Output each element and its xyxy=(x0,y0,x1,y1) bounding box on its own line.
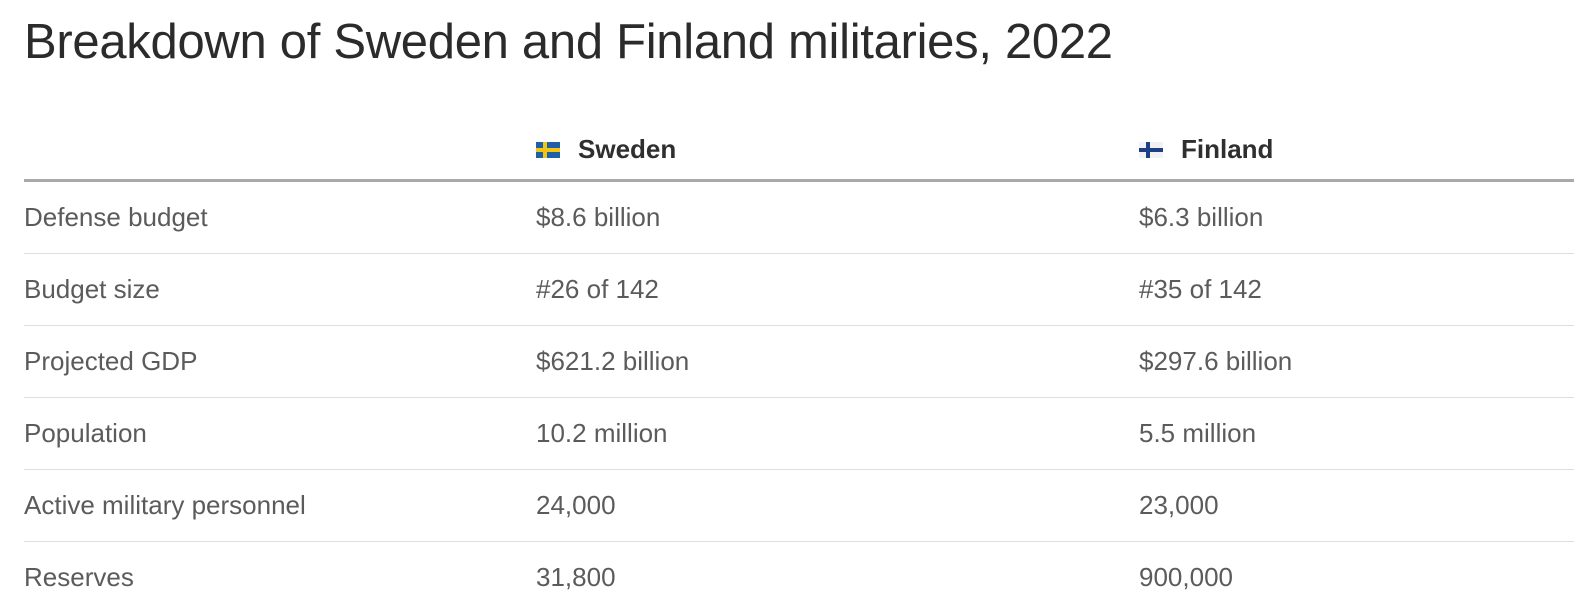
table-row: Budget size #26 of 142 #35 of 142 xyxy=(24,254,1574,326)
row-label: Active military personnel xyxy=(24,490,306,520)
row-label: Budget size xyxy=(24,274,160,304)
table-row: Reserves 31,800 900,000 xyxy=(24,542,1574,614)
sweden-value: $621.2 billion xyxy=(536,346,690,376)
finland-value: $297.6 billion xyxy=(1139,346,1293,376)
column-header-sweden: Sweden xyxy=(536,134,676,165)
sweden-value: 31,800 xyxy=(536,562,616,592)
page-title: Breakdown of Sweden and Finland militari… xyxy=(24,15,1113,69)
column-header-label: Finland xyxy=(1181,134,1274,164)
sweden-value: 10.2 million xyxy=(536,418,668,448)
finland-value: 23,000 xyxy=(1139,490,1219,520)
table-row: Population 10.2 million 5.5 million xyxy=(24,398,1574,470)
table-row: Active military personnel 24,000 23,000 xyxy=(24,470,1574,542)
row-label: Defense budget xyxy=(24,202,208,232)
finland-flag-icon xyxy=(1139,141,1163,158)
table-row: Projected GDP $621.2 billion $297.6 bill… xyxy=(24,326,1574,398)
table-header-row: Sweden Finland xyxy=(24,112,1574,182)
sweden-value: #26 of 142 xyxy=(536,274,659,304)
sweden-flag-icon xyxy=(536,141,560,158)
sweden-value: 24,000 xyxy=(536,490,616,520)
row-label: Reserves xyxy=(24,562,134,592)
column-header-finland: Finland xyxy=(1139,134,1273,165)
finland-value: 5.5 million xyxy=(1139,418,1257,448)
row-label: Projected GDP xyxy=(24,346,198,376)
sweden-value: $8.6 billion xyxy=(536,202,661,232)
finland-value: 900,000 xyxy=(1139,562,1233,592)
finland-value: $6.3 billion xyxy=(1139,202,1264,232)
table-row: Defense budget $8.6 billion $6.3 billion xyxy=(24,182,1574,254)
column-header-label: Sweden xyxy=(578,134,677,164)
finland-value: #35 of 142 xyxy=(1139,274,1262,304)
comparison-table: Sweden Finland Defense budget $8.6 billi… xyxy=(24,112,1574,614)
row-label: Population xyxy=(24,418,147,448)
